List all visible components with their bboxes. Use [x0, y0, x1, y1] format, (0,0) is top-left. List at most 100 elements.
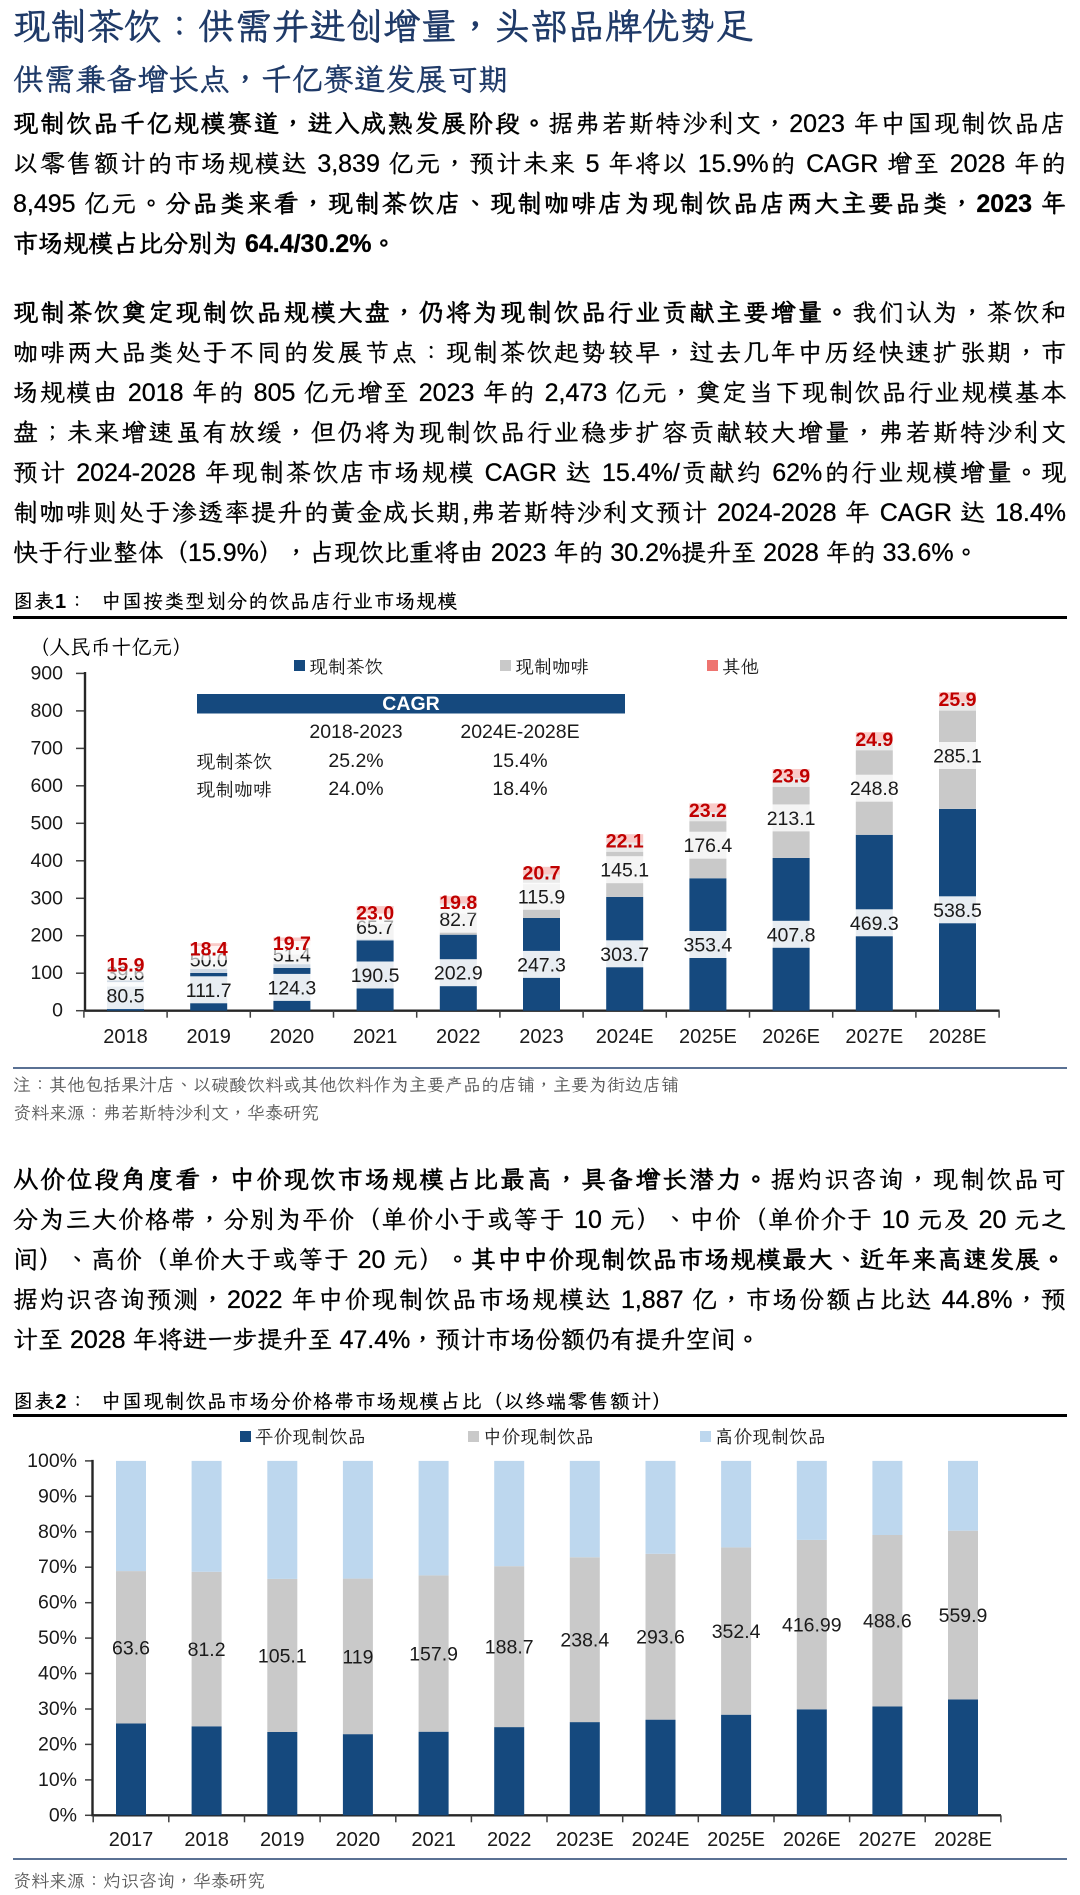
svg-text:现制咖啡: 现制咖啡 [196, 780, 272, 801]
svg-text:900: 900 [30, 662, 63, 684]
svg-text:22.1: 22.1 [606, 830, 644, 852]
svg-text:248.8: 248.8 [850, 778, 899, 800]
svg-text:现制茶饮: 现制茶饮 [309, 656, 384, 677]
svg-text:2022: 2022 [436, 1026, 481, 1048]
svg-text:2026E: 2026E [762, 1026, 820, 1048]
svg-text:247.3: 247.3 [517, 954, 566, 976]
svg-text:2024E: 2024E [596, 1026, 654, 1048]
svg-text:2020: 2020 [270, 1026, 315, 1048]
svg-text:303.7: 303.7 [600, 944, 649, 966]
svg-text:2026E: 2026E [783, 1829, 841, 1851]
svg-text:18.4: 18.4 [190, 939, 228, 961]
svg-text:2018-2023: 2018-2023 [309, 721, 402, 743]
svg-text:213.1: 213.1 [767, 808, 816, 830]
svg-text:500: 500 [30, 812, 63, 834]
svg-text:23.2: 23.2 [689, 800, 727, 822]
svg-text:0: 0 [52, 1000, 63, 1022]
svg-text:190.5: 190.5 [351, 965, 400, 987]
svg-text:2018: 2018 [184, 1829, 229, 1851]
svg-text:高价现制饮品: 高价现制饮品 [715, 1426, 826, 1447]
svg-text:202.9: 202.9 [434, 963, 483, 985]
svg-text:15.4%: 15.4% [492, 750, 547, 772]
svg-text:24.9: 24.9 [855, 729, 893, 751]
svg-text:25.9: 25.9 [939, 689, 977, 711]
svg-text:2025E: 2025E [679, 1026, 737, 1048]
svg-text:2023E: 2023E [556, 1829, 614, 1851]
svg-text:559.9: 559.9 [939, 1605, 988, 1627]
svg-text:353.4: 353.4 [683, 935, 732, 957]
svg-text:现制茶饮: 现制茶饮 [196, 752, 272, 773]
svg-text:2018: 2018 [103, 1026, 148, 1048]
svg-text:238.4: 238.4 [560, 1630, 609, 1652]
svg-text:105.1: 105.1 [258, 1646, 307, 1668]
svg-text:488.6: 488.6 [863, 1611, 912, 1633]
svg-text:285.1: 285.1 [933, 746, 982, 768]
svg-text:400: 400 [30, 850, 63, 872]
svg-text:293.6: 293.6 [636, 1627, 685, 1649]
svg-text:157.9: 157.9 [409, 1644, 458, 1666]
svg-text:2020: 2020 [336, 1829, 381, 1851]
svg-text:700: 700 [30, 737, 63, 759]
svg-text:2028E: 2028E [934, 1829, 992, 1851]
svg-text:416.99: 416.99 [782, 1615, 842, 1637]
svg-text:188.7: 188.7 [485, 1637, 534, 1659]
svg-text:2021: 2021 [411, 1829, 456, 1851]
svg-text:25.2%: 25.2% [328, 750, 383, 772]
svg-text:70%: 70% [38, 1556, 77, 1578]
svg-text:100: 100 [30, 962, 63, 984]
svg-text:10%: 10% [38, 1769, 77, 1791]
svg-text:50%: 50% [38, 1627, 77, 1649]
svg-text:2027E: 2027E [845, 1026, 903, 1048]
svg-text:124.3: 124.3 [267, 977, 316, 999]
svg-text:82.7: 82.7 [439, 909, 477, 931]
svg-text:20.7: 20.7 [523, 863, 561, 885]
svg-text:176.4: 176.4 [683, 835, 732, 857]
svg-text:现制咖啡: 现制咖啡 [515, 656, 589, 677]
svg-text:538.5: 538.5 [933, 900, 982, 922]
svg-text:60%: 60% [38, 1592, 77, 1614]
svg-text:800: 800 [30, 700, 63, 722]
svg-text:111.7: 111.7 [186, 980, 232, 1002]
svg-text:23.0: 23.0 [356, 902, 394, 924]
svg-text:2023: 2023 [519, 1026, 564, 1048]
svg-text:2021: 2021 [353, 1026, 398, 1048]
svg-text:2027E: 2027E [858, 1829, 916, 1851]
svg-text:2028E: 2028E [929, 1026, 987, 1048]
svg-text:2024E-2028E: 2024E-2028E [460, 721, 579, 743]
svg-text:81.2: 81.2 [188, 1639, 226, 1661]
svg-text:平价现制饮品: 平价现制饮品 [255, 1426, 366, 1447]
svg-text:200: 200 [30, 925, 63, 947]
svg-text:2017: 2017 [109, 1829, 154, 1851]
svg-text:119: 119 [342, 1646, 373, 1668]
svg-text:100%: 100% [27, 1450, 77, 1472]
svg-text:19.8: 19.8 [439, 892, 477, 914]
svg-text:23.9: 23.9 [772, 766, 810, 788]
svg-text:中价现制饮品: 中价现制饮品 [483, 1426, 594, 1447]
svg-text:2025E: 2025E [707, 1829, 765, 1851]
svg-text:0%: 0% [49, 1804, 77, 1826]
svg-text:80%: 80% [38, 1521, 77, 1543]
svg-text:407.8: 407.8 [767, 924, 816, 946]
svg-text:20%: 20% [38, 1733, 77, 1755]
svg-text:90%: 90% [38, 1485, 77, 1507]
svg-text:15.9: 15.9 [107, 955, 145, 977]
svg-text:2019: 2019 [186, 1026, 231, 1048]
svg-text:352.4: 352.4 [712, 1621, 761, 1643]
svg-text:2019: 2019 [260, 1829, 305, 1851]
svg-text:469.3: 469.3 [850, 913, 899, 935]
svg-text:2024E: 2024E [632, 1829, 690, 1851]
svg-text:19.7: 19.7 [273, 933, 311, 955]
svg-text:40%: 40% [38, 1663, 77, 1685]
svg-text:24.0%: 24.0% [328, 778, 383, 800]
svg-text:30%: 30% [38, 1698, 77, 1720]
svg-text:CAGR: CAGR [382, 693, 439, 715]
svg-text:600: 600 [30, 775, 63, 797]
svg-text:其他: 其他 [722, 656, 759, 677]
svg-text:18.4%: 18.4% [492, 778, 547, 800]
svg-text:63.6: 63.6 [112, 1637, 150, 1659]
svg-text:2022: 2022 [487, 1829, 532, 1851]
svg-text:300: 300 [30, 887, 63, 909]
svg-text:115.9: 115.9 [518, 886, 565, 908]
svg-text:145.1: 145.1 [600, 860, 649, 882]
svg-text:80.5: 80.5 [107, 986, 145, 1008]
